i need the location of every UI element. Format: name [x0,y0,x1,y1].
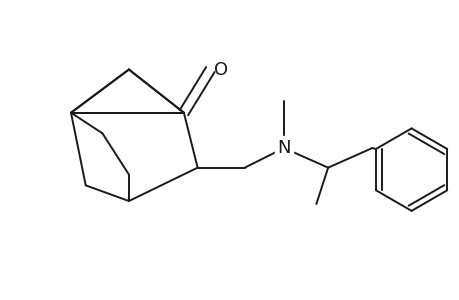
Text: N: N [277,139,290,157]
Text: O: O [214,61,228,79]
